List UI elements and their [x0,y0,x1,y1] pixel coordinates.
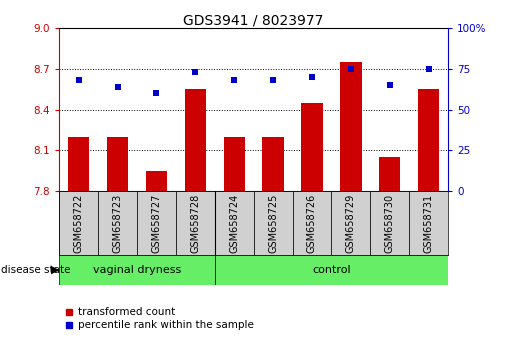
Text: GSM658730: GSM658730 [385,193,394,253]
Bar [253,191,293,255]
Point [191,69,199,75]
Text: disease state: disease state [1,265,71,275]
Bar [59,191,98,255]
Point [424,66,433,72]
Point [347,66,355,72]
Bar [215,255,448,285]
Text: GSM658731: GSM658731 [424,193,434,253]
Point [152,91,161,96]
Bar [262,137,284,191]
Bar [370,191,409,255]
Bar [301,103,323,191]
Bar [379,157,401,191]
Text: GSM658727: GSM658727 [151,193,161,253]
Bar [98,191,137,255]
Bar [176,191,215,255]
Bar [146,171,167,191]
Bar [409,191,448,255]
Point [113,84,122,90]
Text: GSM658723: GSM658723 [113,193,123,253]
Title: GDS3941 / 8023977: GDS3941 / 8023977 [183,13,324,27]
Bar [418,89,439,191]
Bar [107,137,128,191]
Legend: transformed count, percentile rank within the sample: transformed count, percentile rank withi… [64,307,254,331]
Text: GSM658722: GSM658722 [74,193,83,253]
Point [75,78,83,83]
Point [308,74,316,80]
Bar [137,191,176,255]
Bar [332,191,370,255]
Bar [293,191,332,255]
Text: GSM658724: GSM658724 [229,193,239,253]
Text: GSM658729: GSM658729 [346,193,356,253]
Text: GSM658728: GSM658728 [191,193,200,253]
Text: control: control [312,265,351,275]
Bar [340,62,362,191]
Point [269,78,277,83]
Text: vaginal dryness: vaginal dryness [93,265,181,275]
Bar [68,137,90,191]
Point [386,82,394,88]
Bar [215,191,253,255]
Bar [184,89,206,191]
Text: GSM658725: GSM658725 [268,193,278,253]
Bar [59,255,215,285]
Bar [224,137,245,191]
Text: GSM658726: GSM658726 [307,193,317,253]
Text: ▶: ▶ [50,265,59,275]
Point [230,78,238,83]
